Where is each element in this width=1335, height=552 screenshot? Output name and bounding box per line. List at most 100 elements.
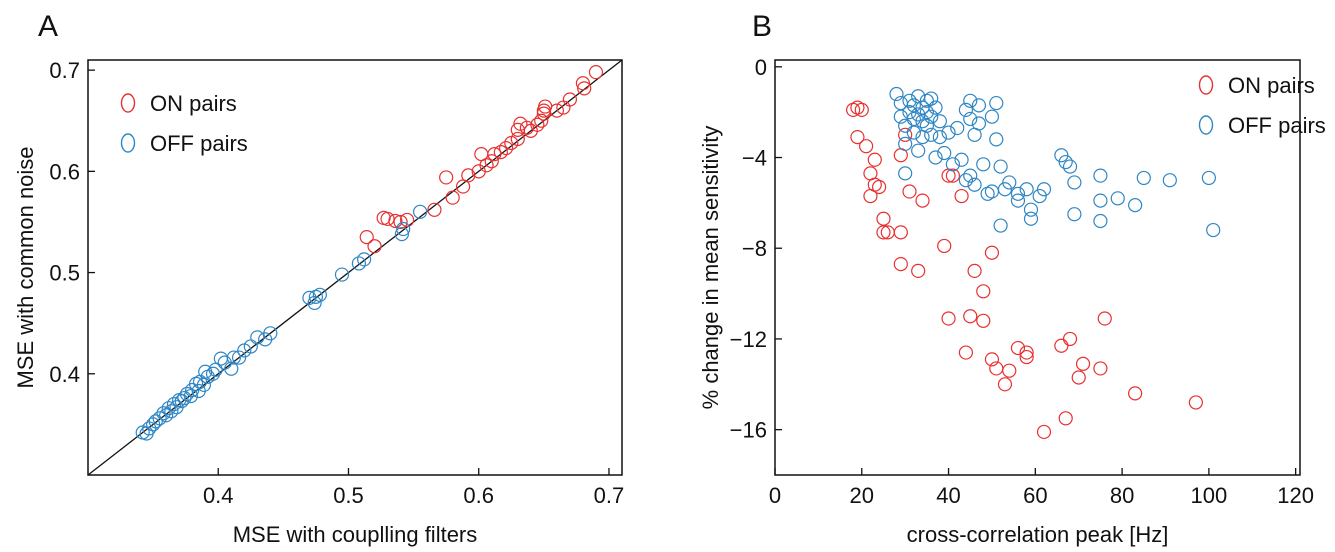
data-point [1023,211,1039,226]
data-point [1110,191,1125,206]
data-point [945,168,960,183]
x-tick-label: 0.4 [203,483,234,508]
data-point [971,116,987,131]
legend-label: ON pairs [150,91,237,116]
data-point [456,179,471,194]
y-tick-label: 0.4 [49,362,80,387]
data-point [863,188,878,204]
data-point [1002,175,1017,190]
data-point [898,166,913,181]
x-tick-label: 0.7 [594,483,625,508]
data-point [859,139,874,154]
data-point [393,214,408,230]
data-point [911,143,926,158]
data-point [334,267,350,282]
y-tick-label: 0 [755,55,767,80]
y-tick-label: −4 [742,146,767,171]
panel-label: B [752,10,772,43]
panel-b-scatter: B 0 20 40 60 80 100 120 0 −4 −8 −12 −16 cross-correla… [698,10,1326,547]
data-point [971,98,987,113]
data-point [967,177,982,192]
data-point [854,102,869,117]
y-axis-label: % change in mean sensitivity [698,126,723,410]
data-point [932,114,947,129]
data-point [898,118,913,133]
data-point [536,106,551,121]
x-tick-label: 0.6 [463,483,494,508]
data-point [915,114,930,129]
data-point [1036,182,1052,197]
data-point [1023,202,1039,217]
plot-frame [87,59,623,476]
data-point [1054,148,1069,163]
data-point [976,157,991,172]
x-axis-label: cross-correlation peak [Hz] [907,522,1169,547]
data-point [1136,170,1151,186]
data-point [1075,356,1091,371]
data-point [1206,222,1221,238]
y-tick-label: −8 [742,236,767,261]
data-point [169,400,184,415]
data-point [250,330,265,345]
data-point [1019,182,1034,197]
data-point [166,397,182,412]
data-point [1054,338,1069,353]
x-tick-label: 100 [1191,483,1228,508]
data-point [906,125,921,140]
data-point [958,345,974,360]
panel-label: A [38,10,58,43]
data-point [997,377,1013,392]
data-point [504,135,519,151]
data-point [135,425,150,440]
data-point [945,157,960,172]
data-point [872,179,887,195]
data-point [993,218,1008,233]
data-point [1093,168,1108,183]
data-point [924,127,939,142]
data-point [954,152,969,167]
data-point [1067,175,1082,190]
data-point [1162,173,1177,188]
series-on-pairs [845,100,1203,440]
data-point [1128,198,1143,213]
y-tick-label: −12 [730,327,767,352]
series-on-pairs [359,65,604,254]
data-point [902,184,917,199]
data-point [394,226,409,242]
x-axis-label: MSE with couplling filters [233,522,478,547]
data-point [588,65,604,80]
data-point [556,100,571,115]
data-point [1002,363,1017,378]
data-point [1062,159,1078,174]
data-point [963,168,978,183]
y-tick-label: 0.6 [49,159,80,184]
data-point [534,113,549,128]
data-point [1071,370,1086,385]
data-point [156,406,171,421]
data-point [937,145,952,161]
data-point [367,239,382,254]
x-tick-label: 60 [1023,483,1047,508]
data-point [937,238,952,254]
data-point [1032,188,1047,204]
data-point [471,164,486,179]
data-point [185,382,200,398]
data-point [993,159,1008,174]
data-point [413,204,428,219]
legend-label: OFF pairs [150,131,248,156]
data-point [396,221,411,237]
data-point [577,81,592,96]
data-point [357,252,372,267]
data-point [1201,170,1216,186]
data-point [536,103,551,118]
data-point [850,130,865,145]
data-point [307,295,322,311]
x-tick-label: 0 [769,483,781,508]
data-point [258,332,273,347]
legend-marker [120,93,136,113]
x-tick-label: 80 [1110,483,1134,508]
data-point [911,263,926,279]
data-point [902,105,917,120]
data-point [997,182,1013,197]
